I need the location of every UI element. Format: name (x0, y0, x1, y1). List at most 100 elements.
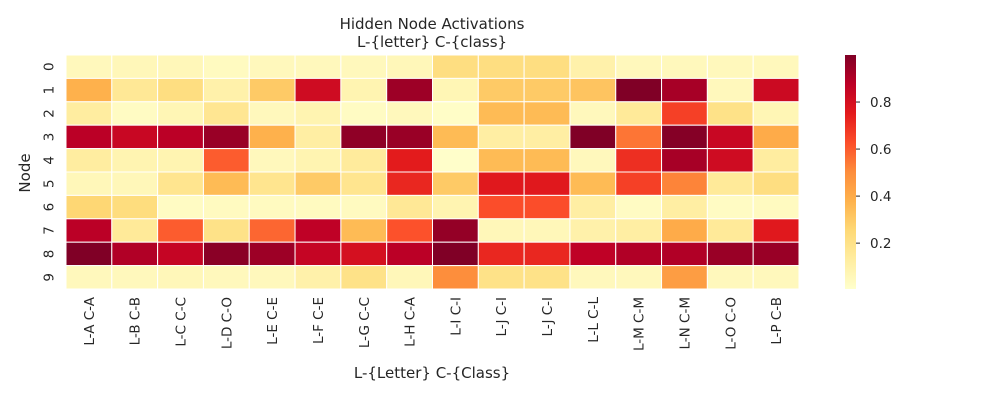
x-tick-label: L-N C-M (677, 297, 693, 350)
heatmap-cell (248, 124, 296, 150)
heatmap-cell (569, 194, 617, 220)
heatmap-cell (661, 265, 708, 290)
heatmap-cell (386, 124, 433, 150)
heatmap-cell (111, 54, 159, 79)
heatmap-cell (65, 54, 113, 79)
heatmap-cell (294, 194, 342, 220)
heatmap-cell (523, 148, 571, 173)
heatmap-cell (157, 148, 204, 173)
heatmap-cell (477, 148, 525, 173)
heatmap-cell (615, 148, 663, 173)
heatmap-cell (752, 54, 800, 79)
heatmap-cell (432, 241, 479, 267)
heatmap-cell (569, 218, 617, 243)
heatmap-cell (111, 218, 159, 243)
heatmap-cell (340, 241, 388, 267)
heatmap-cell (340, 194, 388, 220)
heatmap-cell (386, 241, 433, 267)
heatmap-cell (569, 148, 617, 173)
colorbar-tick-label: 0.6 (870, 142, 891, 158)
x-axis-label: L-{Letter} C-{Class} (354, 364, 510, 382)
heatmap-cell (523, 194, 571, 220)
heatmap-cell (752, 101, 800, 126)
heatmap-cell (432, 218, 479, 243)
heatmap-cell (65, 101, 113, 126)
heatmap-cell (65, 218, 113, 243)
heatmap-cell (661, 124, 708, 150)
colorbar (845, 55, 856, 289)
heatmap-cell (386, 171, 433, 196)
heatmap-cell (157, 124, 204, 150)
heatmap-cell (294, 241, 342, 267)
heatmap-cell (706, 148, 754, 173)
heatmap-cell (65, 148, 113, 173)
heatmap-cell (477, 77, 525, 103)
heatmap-cell (477, 54, 525, 79)
x-tick-label: L-B C-B (128, 297, 144, 345)
heatmap-cell (202, 194, 250, 220)
heatmap-cell (294, 265, 342, 290)
heatmap-cell (615, 171, 663, 196)
x-tick-label: L-A C-A (82, 296, 98, 345)
y-axis-label: Node (16, 153, 34, 192)
heatmap-cell (706, 101, 754, 126)
x-tick-label: L-I C-I (448, 297, 464, 336)
x-tick-label: L-E C-E (265, 297, 281, 345)
heatmap-cell (477, 194, 525, 220)
heatmap-cell (340, 265, 388, 290)
heatmap-cell (202, 101, 250, 126)
heatmap-cell (432, 194, 479, 220)
heatmap-cell (386, 148, 433, 173)
x-tick-label: L-H C-A (403, 296, 419, 347)
heatmap-cell (157, 265, 204, 290)
y-tick-label: 9 (42, 273, 58, 282)
colorbar-tick-label: 0.2 (870, 236, 891, 252)
heatmap-cell (706, 124, 754, 150)
heatmap-cell (615, 77, 663, 103)
heatmap-cell (752, 194, 800, 220)
y-tick-label: 8 (42, 250, 58, 259)
heatmap-cell (477, 101, 525, 126)
heatmap-cell (65, 77, 113, 103)
heatmap-cell (294, 77, 342, 103)
heatmap-cell (706, 171, 754, 196)
heatmap-cell (386, 194, 433, 220)
heatmap-cell (248, 148, 296, 173)
heatmap-cell (523, 218, 571, 243)
heatmap-cell (523, 171, 571, 196)
heatmap-cell (157, 171, 204, 196)
heatmap-cell (523, 77, 571, 103)
heatmap-cell (340, 54, 388, 79)
heatmap-cell (569, 101, 617, 126)
heatmap-cell (386, 218, 433, 243)
heatmap-cell (615, 218, 663, 243)
heatmap-cell (111, 124, 159, 150)
heatmap-cell (340, 124, 388, 150)
heatmap-cell (661, 101, 708, 126)
heatmap-cell (248, 194, 296, 220)
colorbar-tick-label: 0.8 (870, 95, 891, 111)
heatmap-cell (752, 218, 800, 243)
heatmap-cell (157, 241, 204, 267)
heatmap-cell (294, 171, 342, 196)
heatmap-cells (65, 54, 800, 290)
heatmap-cell (202, 77, 250, 103)
y-tick-label: 3 (42, 133, 58, 142)
x-tick-label: L-O C-O (723, 297, 739, 350)
x-tick-label: L-G C-C (357, 297, 373, 348)
heatmap-cell (706, 241, 754, 267)
heatmap-cell (477, 265, 525, 290)
heatmap-cell (65, 241, 113, 267)
heatmap-cell (386, 101, 433, 126)
heatmap-cell (523, 241, 571, 267)
heatmap-cell (248, 77, 296, 103)
x-tick-label: L-F C-E (311, 297, 327, 344)
x-tick-label: L-M C-M (632, 297, 648, 351)
heatmap-cell (477, 218, 525, 243)
x-tick-label: L-P C-B (769, 297, 785, 345)
heatmap-cell (661, 148, 708, 173)
x-tick-label: L-J C-I (494, 297, 510, 336)
heatmap-cell (111, 77, 159, 103)
heatmap-cell (615, 241, 663, 267)
